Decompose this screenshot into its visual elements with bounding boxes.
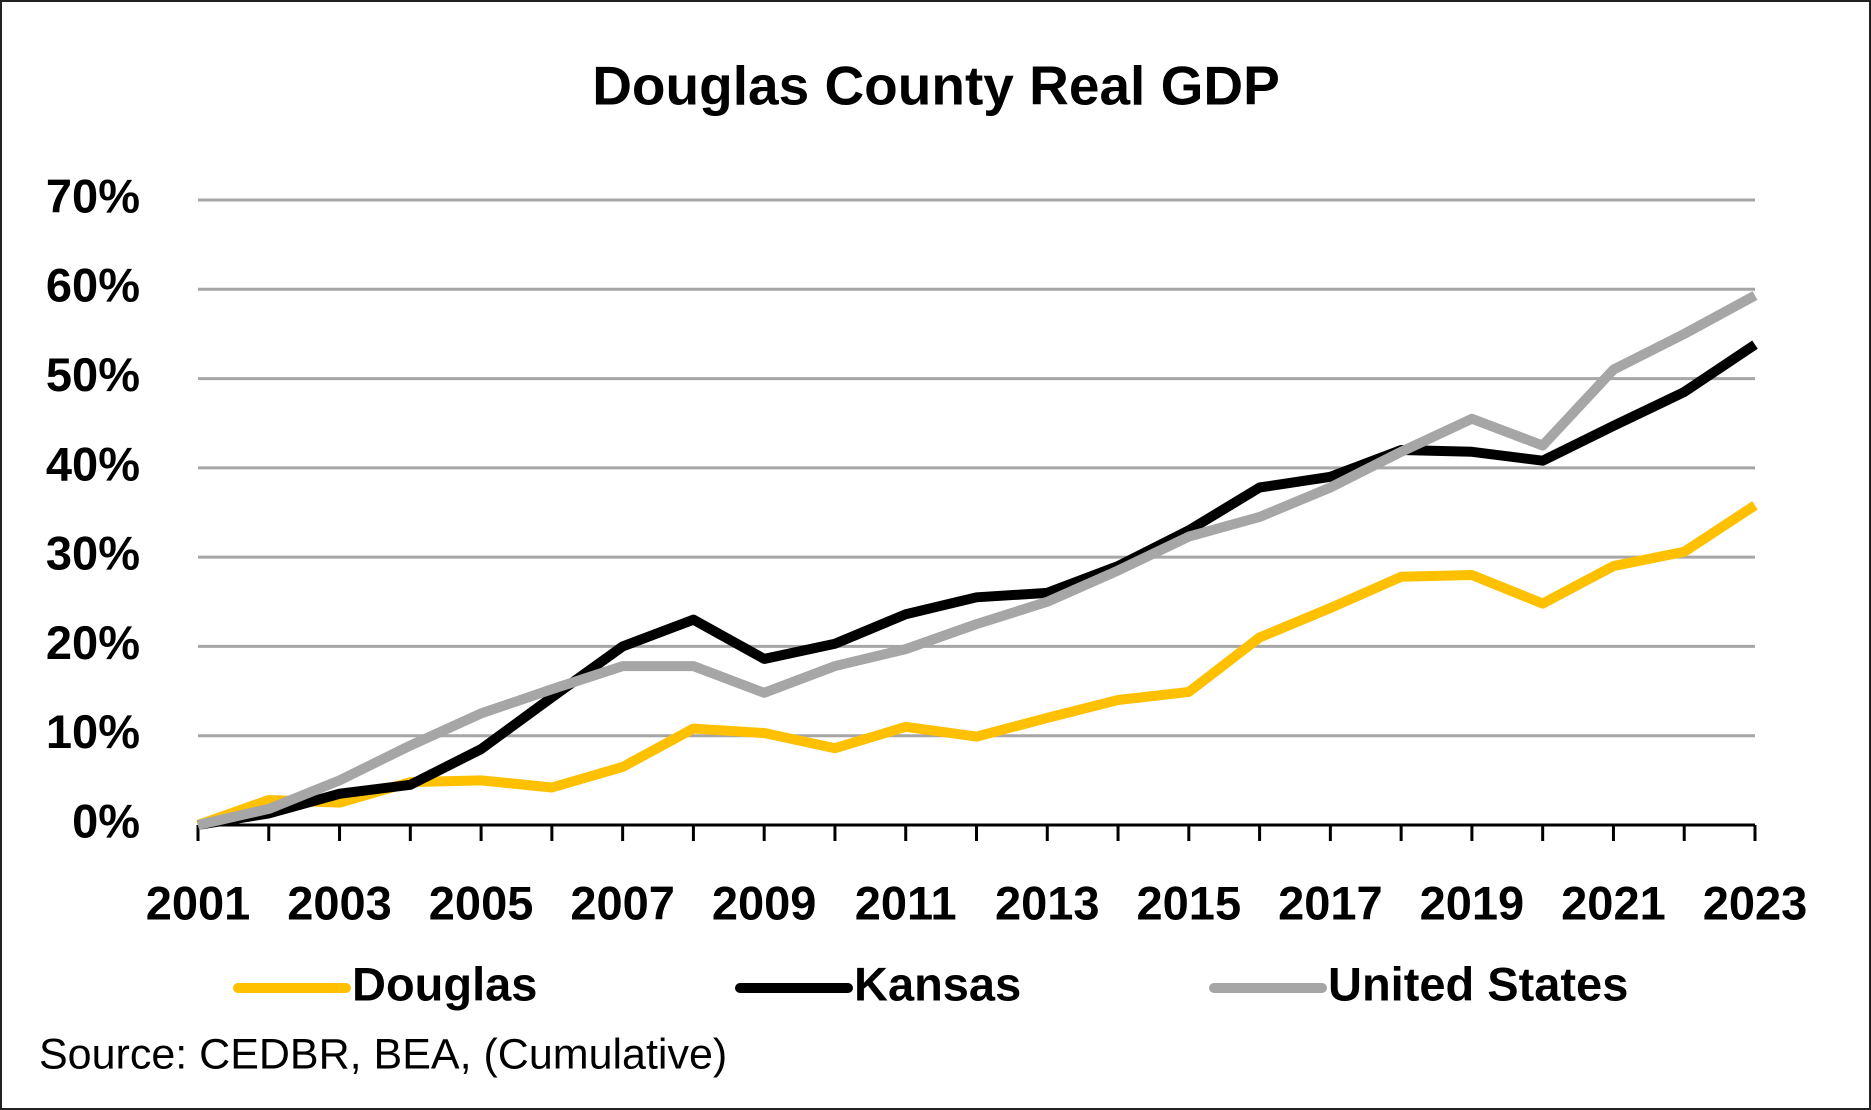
series-line	[196, 501, 1758, 830]
x-tick-label: 2023	[1703, 876, 1808, 929]
chart-title: Douglas County Real GDP	[592, 55, 1280, 117]
x-tick-label: 2009	[712, 876, 817, 929]
x-tick-label: 2005	[429, 876, 534, 929]
y-tick-label: 50%	[46, 348, 140, 401]
y-tick-label: 40%	[46, 437, 140, 490]
x-tick-label: 2003	[287, 876, 392, 929]
x-tick-label: 2011	[855, 876, 957, 929]
x-tick-label: 2021	[1561, 876, 1666, 929]
series-line	[197, 340, 1758, 830]
x-tick-label: 2013	[995, 876, 1100, 929]
x-tick-label: 2007	[570, 876, 675, 929]
y-tick-label: 20%	[46, 616, 140, 669]
series-line	[196, 291, 1758, 830]
legend-label: United States	[1328, 957, 1628, 1010]
source-note: Source: CEDBR, BEA, (Cumulative)	[39, 1030, 727, 1078]
y-tick-label: 70%	[46, 169, 140, 222]
x-tick-label: 2001	[146, 876, 251, 929]
y-tick-label: 0%	[72, 794, 140, 847]
legend-label: Kansas	[854, 957, 1021, 1010]
x-tick-label: 2019	[1420, 876, 1525, 929]
x-tick-label: 2015	[1137, 876, 1242, 929]
y-tick-label: 10%	[46, 705, 140, 758]
y-tick-label: 60%	[46, 259, 140, 312]
legend-label: Douglas	[352, 957, 537, 1010]
x-tick-label: 2017	[1278, 876, 1383, 929]
y-tick-label: 30%	[46, 527, 140, 580]
